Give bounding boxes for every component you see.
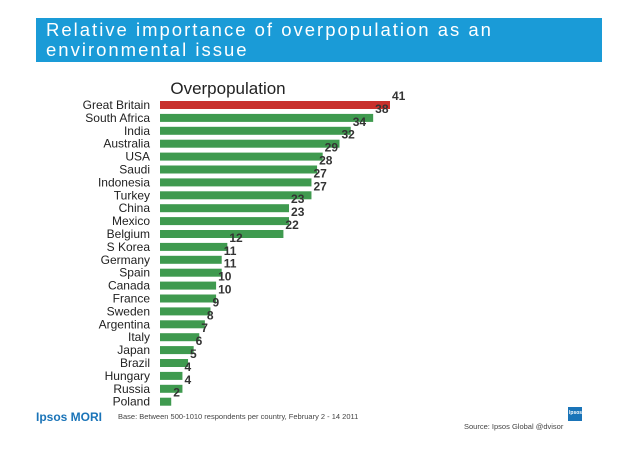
value-label: 4 xyxy=(184,360,191,374)
value-label: 5 xyxy=(190,347,197,361)
bar xyxy=(160,178,312,187)
value-label: 11 xyxy=(224,257,237,271)
value-label: 38 xyxy=(375,102,389,116)
value-label: 23 xyxy=(291,205,305,219)
bar xyxy=(160,165,318,174)
chart-title: Overpopulation xyxy=(170,79,285,98)
source-note: Source: Ipsos Global @dvisor xyxy=(464,422,564,431)
value-label: 7 xyxy=(201,321,208,335)
value-label: 29 xyxy=(325,141,339,155)
ipsos-corner-logo-icon: Ipsos xyxy=(568,407,582,421)
bar xyxy=(160,191,312,200)
value-label: 6 xyxy=(196,334,203,348)
bar xyxy=(160,346,194,355)
category-label: Mexico xyxy=(112,214,150,228)
category-label: Belgium xyxy=(107,227,150,241)
bar xyxy=(160,307,211,316)
category-label: S Korea xyxy=(107,240,151,254)
category-label: Great Britain xyxy=(83,98,150,112)
bar xyxy=(160,217,290,226)
value-label: 27 xyxy=(313,179,327,193)
value-label: 34 xyxy=(353,115,367,129)
value-label: 11 xyxy=(224,244,237,258)
value-label: 41 xyxy=(392,89,406,103)
category-label: Brazil xyxy=(120,356,150,370)
base-note: Base: Between 500-1010 respondents per c… xyxy=(118,412,359,421)
bar xyxy=(160,113,374,122)
title-bar: Relative importance of overpopulation as… xyxy=(36,18,602,62)
category-label: Indonesia xyxy=(98,175,150,189)
category-label: Sweden xyxy=(107,304,150,318)
category-label: India xyxy=(124,124,150,138)
bar xyxy=(160,359,189,367)
category-label: France xyxy=(113,292,151,306)
category-label: Germany xyxy=(101,253,150,267)
bar xyxy=(160,320,205,329)
bar xyxy=(160,397,172,406)
value-label: 22 xyxy=(285,218,299,232)
category-label: Hungary xyxy=(105,369,150,383)
bar xyxy=(160,333,200,342)
category-label: Italy xyxy=(128,330,150,344)
corner-logo-text: Ipsos xyxy=(569,410,583,416)
category-label: Turkey xyxy=(114,188,150,202)
category-label: Spain xyxy=(119,266,150,280)
value-label: 8 xyxy=(207,308,214,322)
ipsos-mori-logo: Ipsos MORI xyxy=(36,410,103,424)
bar xyxy=(160,294,217,303)
bar xyxy=(160,230,284,238)
bar xyxy=(160,371,183,380)
bar xyxy=(160,101,390,109)
category-label: Canada xyxy=(108,279,150,293)
value-label: 27 xyxy=(313,166,327,180)
bar xyxy=(160,152,323,161)
bar xyxy=(160,281,217,290)
category-label: Poland xyxy=(113,395,150,409)
value-label: 12 xyxy=(229,231,243,245)
category-label: Australia xyxy=(103,137,150,151)
bar xyxy=(160,242,228,251)
category-label: USA xyxy=(125,150,150,164)
value-label: 28 xyxy=(319,154,333,168)
category-label: China xyxy=(119,201,151,215)
category-label: South Africa xyxy=(85,111,150,125)
value-label: 23 xyxy=(291,192,305,206)
category-label: Saudi xyxy=(119,163,150,177)
category-label: Russia xyxy=(113,382,150,396)
bar xyxy=(160,204,290,213)
page-title: Relative importance of overpopulation as… xyxy=(46,19,493,60)
bar xyxy=(160,268,222,277)
bar xyxy=(160,255,222,264)
category-label: Argentina xyxy=(99,317,151,331)
value-label: 10 xyxy=(218,270,232,284)
bar xyxy=(160,126,351,135)
bar xyxy=(160,384,183,393)
category-label: Japan xyxy=(117,343,150,357)
value-label: 32 xyxy=(342,128,356,142)
value-label: 9 xyxy=(212,295,219,309)
value-label: 2 xyxy=(173,386,180,400)
value-label: 10 xyxy=(218,283,232,297)
value-label: 4 xyxy=(184,373,191,387)
bar xyxy=(160,139,340,148)
